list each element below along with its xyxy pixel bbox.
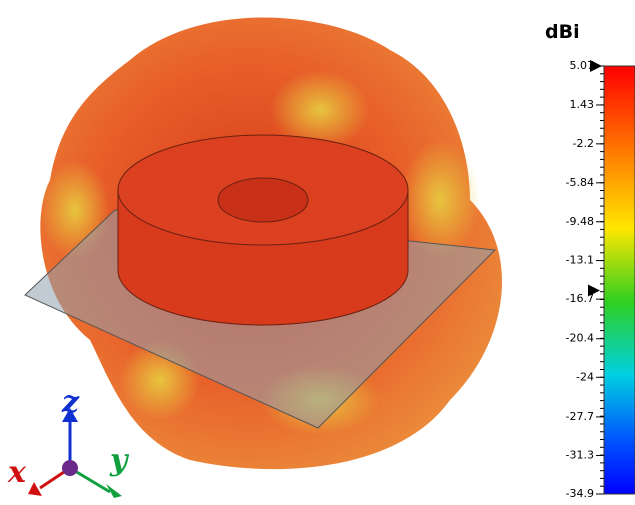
axis-triad: z x y: [7, 385, 130, 498]
radiation-pattern: [25, 18, 502, 470]
z-label: z: [61, 385, 80, 420]
colorbar-marker: [588, 285, 600, 297]
tick-label: -13.1: [566, 254, 594, 267]
x-label: x: [7, 455, 27, 490]
tick-label: -24: [576, 370, 594, 383]
y-label: y: [109, 443, 130, 478]
colorbar-unit: dBi: [545, 21, 580, 43]
tick-label: -34.9: [566, 487, 594, 500]
tick-label: 1.43: [570, 98, 595, 111]
tick-label: -20.4: [566, 332, 594, 345]
tick-label: -5.84: [566, 176, 594, 189]
tick-label: -31.3: [566, 448, 594, 461]
colorbar: [604, 66, 635, 494]
max-marker: [590, 60, 602, 72]
tick-label: -9.48: [566, 215, 594, 228]
tick-label: -2.2: [573, 137, 594, 150]
tick-label: -27.7: [566, 410, 594, 423]
screenshot: z x y dBi 5.071.43-2.2-5.84-9.48-13.1-16…: [0, 0, 635, 505]
